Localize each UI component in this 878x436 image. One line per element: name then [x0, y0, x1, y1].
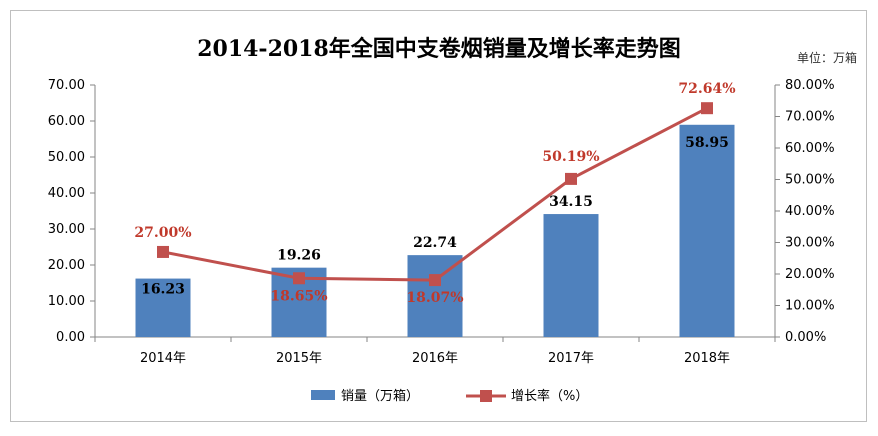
bar-value-label: 58.95 — [685, 135, 729, 151]
legend-label-growth: 增长率（%） — [511, 388, 588, 404]
y-right-tick-label: 60.00% — [785, 141, 835, 156]
growth-rate-marker — [429, 274, 441, 287]
legend: 销量（万箱） 增长率（%） — [311, 388, 588, 404]
bar-value-label: 19.26 — [277, 248, 321, 264]
legend-marker-growth — [480, 390, 492, 402]
y-right-tick-label: 50.00% — [785, 173, 835, 188]
y-left-tick-label: 40.00 — [48, 186, 85, 201]
bar-3 — [407, 255, 463, 337]
y-left-tick-label: 20.00 — [48, 258, 85, 273]
legend-swatch-sales — [311, 390, 335, 400]
growth-rate-marker — [565, 172, 577, 185]
growth-rate-label: 18.07% — [406, 290, 463, 306]
y-left-tick-label: 60.00 — [48, 114, 85, 129]
bar-4 — [543, 214, 599, 337]
bar-1 — [135, 278, 191, 337]
growth-rate-label: 18.65% — [270, 288, 327, 304]
y-left-tick-label: 10.00 — [48, 294, 85, 309]
growth-rate-label: 27.00% — [134, 225, 191, 241]
y-right-tick-label: 40.00% — [785, 204, 835, 219]
bar-value-label: 34.15 — [549, 194, 593, 210]
bar-5 — [679, 124, 735, 337]
growth-rate-marker — [157, 245, 169, 258]
y-right-tick-label: 70.00% — [785, 110, 835, 125]
y-right-tick-label: 0.00% — [785, 330, 826, 345]
x-tick-label: 2017年 — [548, 351, 594, 366]
chart-title: 2014-2018年全国中支卷烟销量及增长率走势图 — [197, 36, 681, 62]
growth-rate-label: 50.19% — [542, 149, 599, 165]
growth-rate-line — [162, 106, 708, 282]
y-right-tick-label: 20.00% — [785, 267, 835, 282]
growth-rate-marker — [293, 272, 305, 285]
chart-svg: 2014-2018年全国中支卷烟销量及增长率走势图 单位：万箱 0.00 10.0… — [48, 36, 857, 404]
y-right-tick-label: 10.00% — [785, 299, 835, 314]
y-left-tick-label: 50.00 — [48, 150, 85, 165]
chart-frame: 2014-2018年全国中支卷烟销量及增长率走势图 单位：万箱 0.00 10.0… — [10, 10, 867, 422]
bar-value-label: 16.23 — [141, 282, 185, 298]
bar-value-label: 22.74 — [413, 235, 457, 251]
x-tick-label: 2015年 — [276, 351, 322, 366]
unit-note: 单位：万箱 — [797, 50, 857, 65]
y-left-tick-label: 30.00 — [48, 222, 85, 237]
x-tick-label: 2016年 — [412, 351, 458, 366]
y-left-tick-label: 70.00 — [48, 78, 85, 93]
y-right-tick-label: 80.00% — [785, 78, 835, 93]
growth-rate-label: 72.64% — [678, 81, 735, 97]
legend-label-sales: 销量（万箱） — [341, 388, 419, 404]
x-tick-label: 2018年 — [684, 351, 730, 366]
plot-area: 0.00 10.00 20.00 30.00 40.00 50.00 60.00 70.00 0… — [48, 78, 835, 366]
growth-rate-marker — [701, 102, 713, 115]
y-left-tick-label: 0.00 — [56, 330, 85, 345]
x-tick-label: 2014年 — [140, 351, 186, 366]
y-right-tick-label: 30.00% — [785, 236, 835, 251]
